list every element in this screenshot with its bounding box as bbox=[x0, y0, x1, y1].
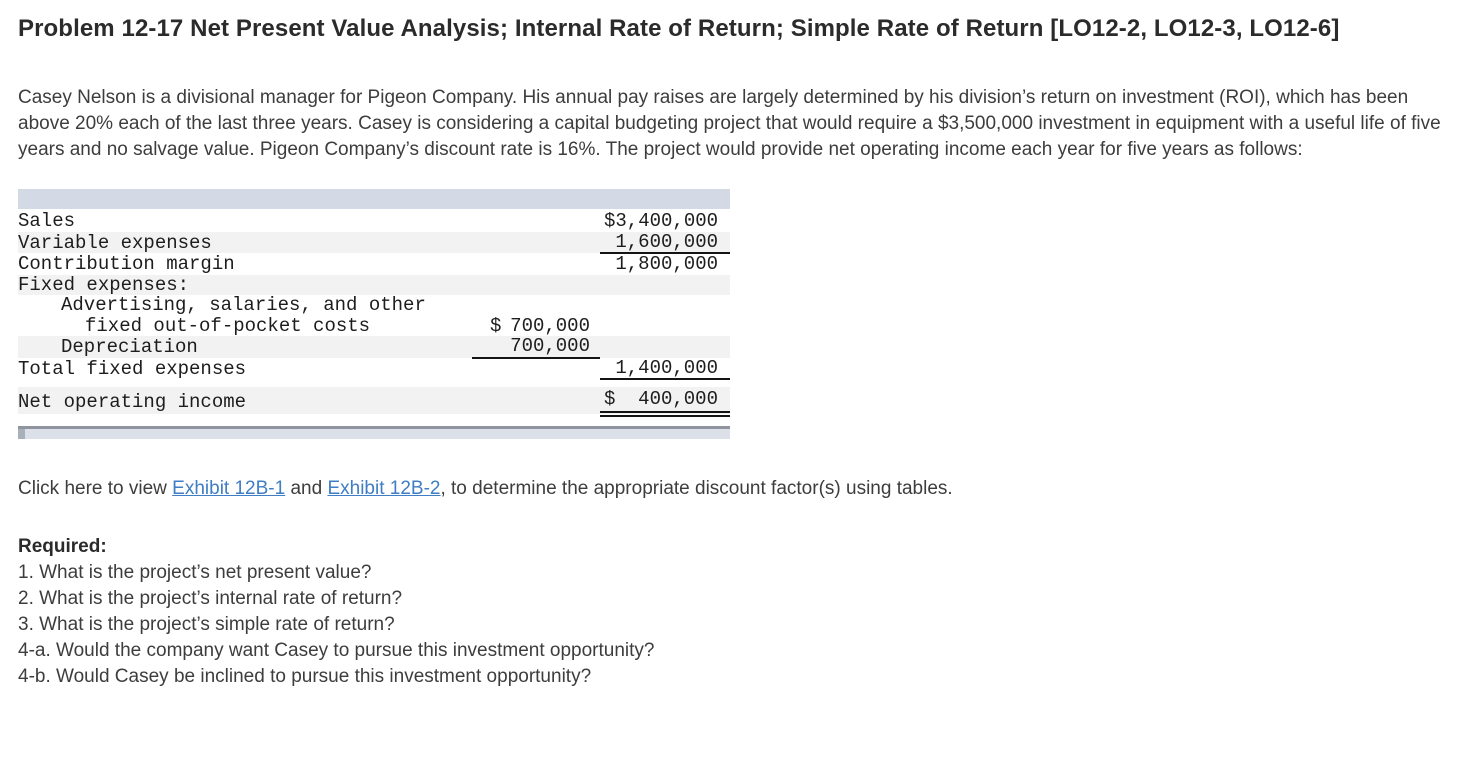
amount-value: 1,600,000 bbox=[615, 230, 718, 253]
row-label: Net operating income bbox=[18, 391, 247, 413]
amount-cell: 1,800,000 bbox=[600, 253, 730, 275]
exhibit-text-middle: and bbox=[285, 477, 328, 499]
horizontal-scrollbar[interactable] bbox=[18, 425, 730, 439]
table-row: Depreciation 700,000 bbox=[18, 335, 730, 359]
amount-cell: $400,000 bbox=[600, 387, 730, 417]
currency-symbol: $ bbox=[604, 210, 616, 232]
amount-cell bbox=[472, 253, 600, 275]
currency-symbol: $ bbox=[604, 388, 616, 410]
required-item: 3. What is the project’s simple rate of … bbox=[18, 613, 395, 635]
row-label: Total fixed expenses bbox=[18, 357, 247, 379]
table-row: Sales $3,400,000 bbox=[18, 210, 730, 232]
amount-cell: $700,000 bbox=[472, 314, 600, 337]
table-row: Fixed expenses: bbox=[18, 274, 730, 296]
amount-value: 400,000 bbox=[638, 388, 718, 410]
amount-value: 1,400,000 bbox=[615, 356, 718, 379]
exhibit-line: Click here to view Exhibit 12B-1 and Exh… bbox=[18, 476, 1442, 502]
spacer-row bbox=[18, 379, 730, 387]
table-header-band bbox=[18, 189, 730, 211]
required-item: 1. What is the project’s net present val… bbox=[18, 561, 372, 583]
exhibit-text-suffix: , to determine the appropriate discount … bbox=[440, 477, 953, 499]
table-row: Advertising, salaries, and other bbox=[18, 295, 730, 316]
row-label: Fixed expenses: bbox=[18, 274, 190, 295]
table-row: Contribution margin 1,800,000 bbox=[18, 253, 730, 275]
amount-value: 700,000 bbox=[510, 335, 590, 357]
amount-value: 1,800,000 bbox=[615, 253, 718, 275]
row-label: Sales bbox=[18, 210, 76, 232]
scrollbar-thumb[interactable] bbox=[18, 428, 25, 439]
amount-cell bbox=[472, 358, 600, 380]
amount-cell bbox=[600, 316, 730, 337]
row-label: fixed out-of-pocket costs bbox=[85, 315, 371, 336]
amount-cell bbox=[600, 336, 730, 358]
income-statement-table: Sales $3,400,000 Variable expenses 1,600,00… bbox=[18, 189, 730, 417]
table-row: Net operating income $400,000 bbox=[18, 387, 730, 417]
amount-cell: 1,400,000 bbox=[600, 356, 730, 380]
amount-cell bbox=[472, 275, 600, 296]
required-item: 4-a. Would the company want Casey to pur… bbox=[18, 639, 655, 661]
exhibit-12b-1-link[interactable]: Exhibit 12B-1 bbox=[172, 477, 286, 499]
page-title: Problem 12-17 Net Present Value Analysis… bbox=[18, 15, 1340, 42]
row-label: Depreciation bbox=[61, 336, 198, 358]
amount-cell bbox=[600, 295, 730, 316]
amount-cell: 1,600,000 bbox=[600, 230, 730, 254]
row-label: Contribution margin bbox=[18, 253, 235, 275]
exhibit-12b-2-link[interactable]: Exhibit 12B-2 bbox=[327, 477, 441, 499]
amount-cell: 700,000 bbox=[472, 335, 600, 359]
amount-cell bbox=[472, 232, 600, 254]
intro-paragraph: Casey Nelson is a divisional manager for… bbox=[18, 87, 1441, 160]
row-label: Variable expenses bbox=[18, 231, 212, 253]
amount-value: 700,000 bbox=[510, 314, 590, 337]
table-row: Total fixed expenses 1,400,000 bbox=[18, 356, 730, 380]
income-statement: Sales $3,400,000 Variable expenses 1,600,00… bbox=[18, 189, 730, 439]
required-item: 2. What is the project’s internal rate o… bbox=[18, 587, 403, 609]
table-row: Variable expenses 1,600,000 bbox=[18, 230, 730, 254]
exhibit-text-prefix: Click here to view bbox=[18, 477, 173, 499]
table-row: fixed out-of-pocket costs $700,000 bbox=[18, 314, 730, 337]
amount-cell bbox=[472, 387, 600, 414]
required-list: 1. What is the project’s net present val… bbox=[18, 560, 1442, 690]
amount-cell bbox=[472, 295, 600, 316]
amount-cell bbox=[600, 275, 730, 296]
amount-value: 3,400,000 bbox=[615, 210, 719, 232]
row-label: Advertising, salaries, and other bbox=[61, 295, 426, 316]
required-heading: Required: bbox=[18, 535, 107, 557]
amount-cell: $3,400,000 bbox=[600, 210, 730, 232]
currency-symbol: $ bbox=[490, 314, 502, 337]
income-statement-body: Sales $3,400,000 Variable expenses 1,600,00… bbox=[18, 210, 730, 417]
required-item: 4-b. Would Casey be inclined to pursue t… bbox=[18, 665, 592, 687]
amount-cell bbox=[472, 210, 600, 232]
